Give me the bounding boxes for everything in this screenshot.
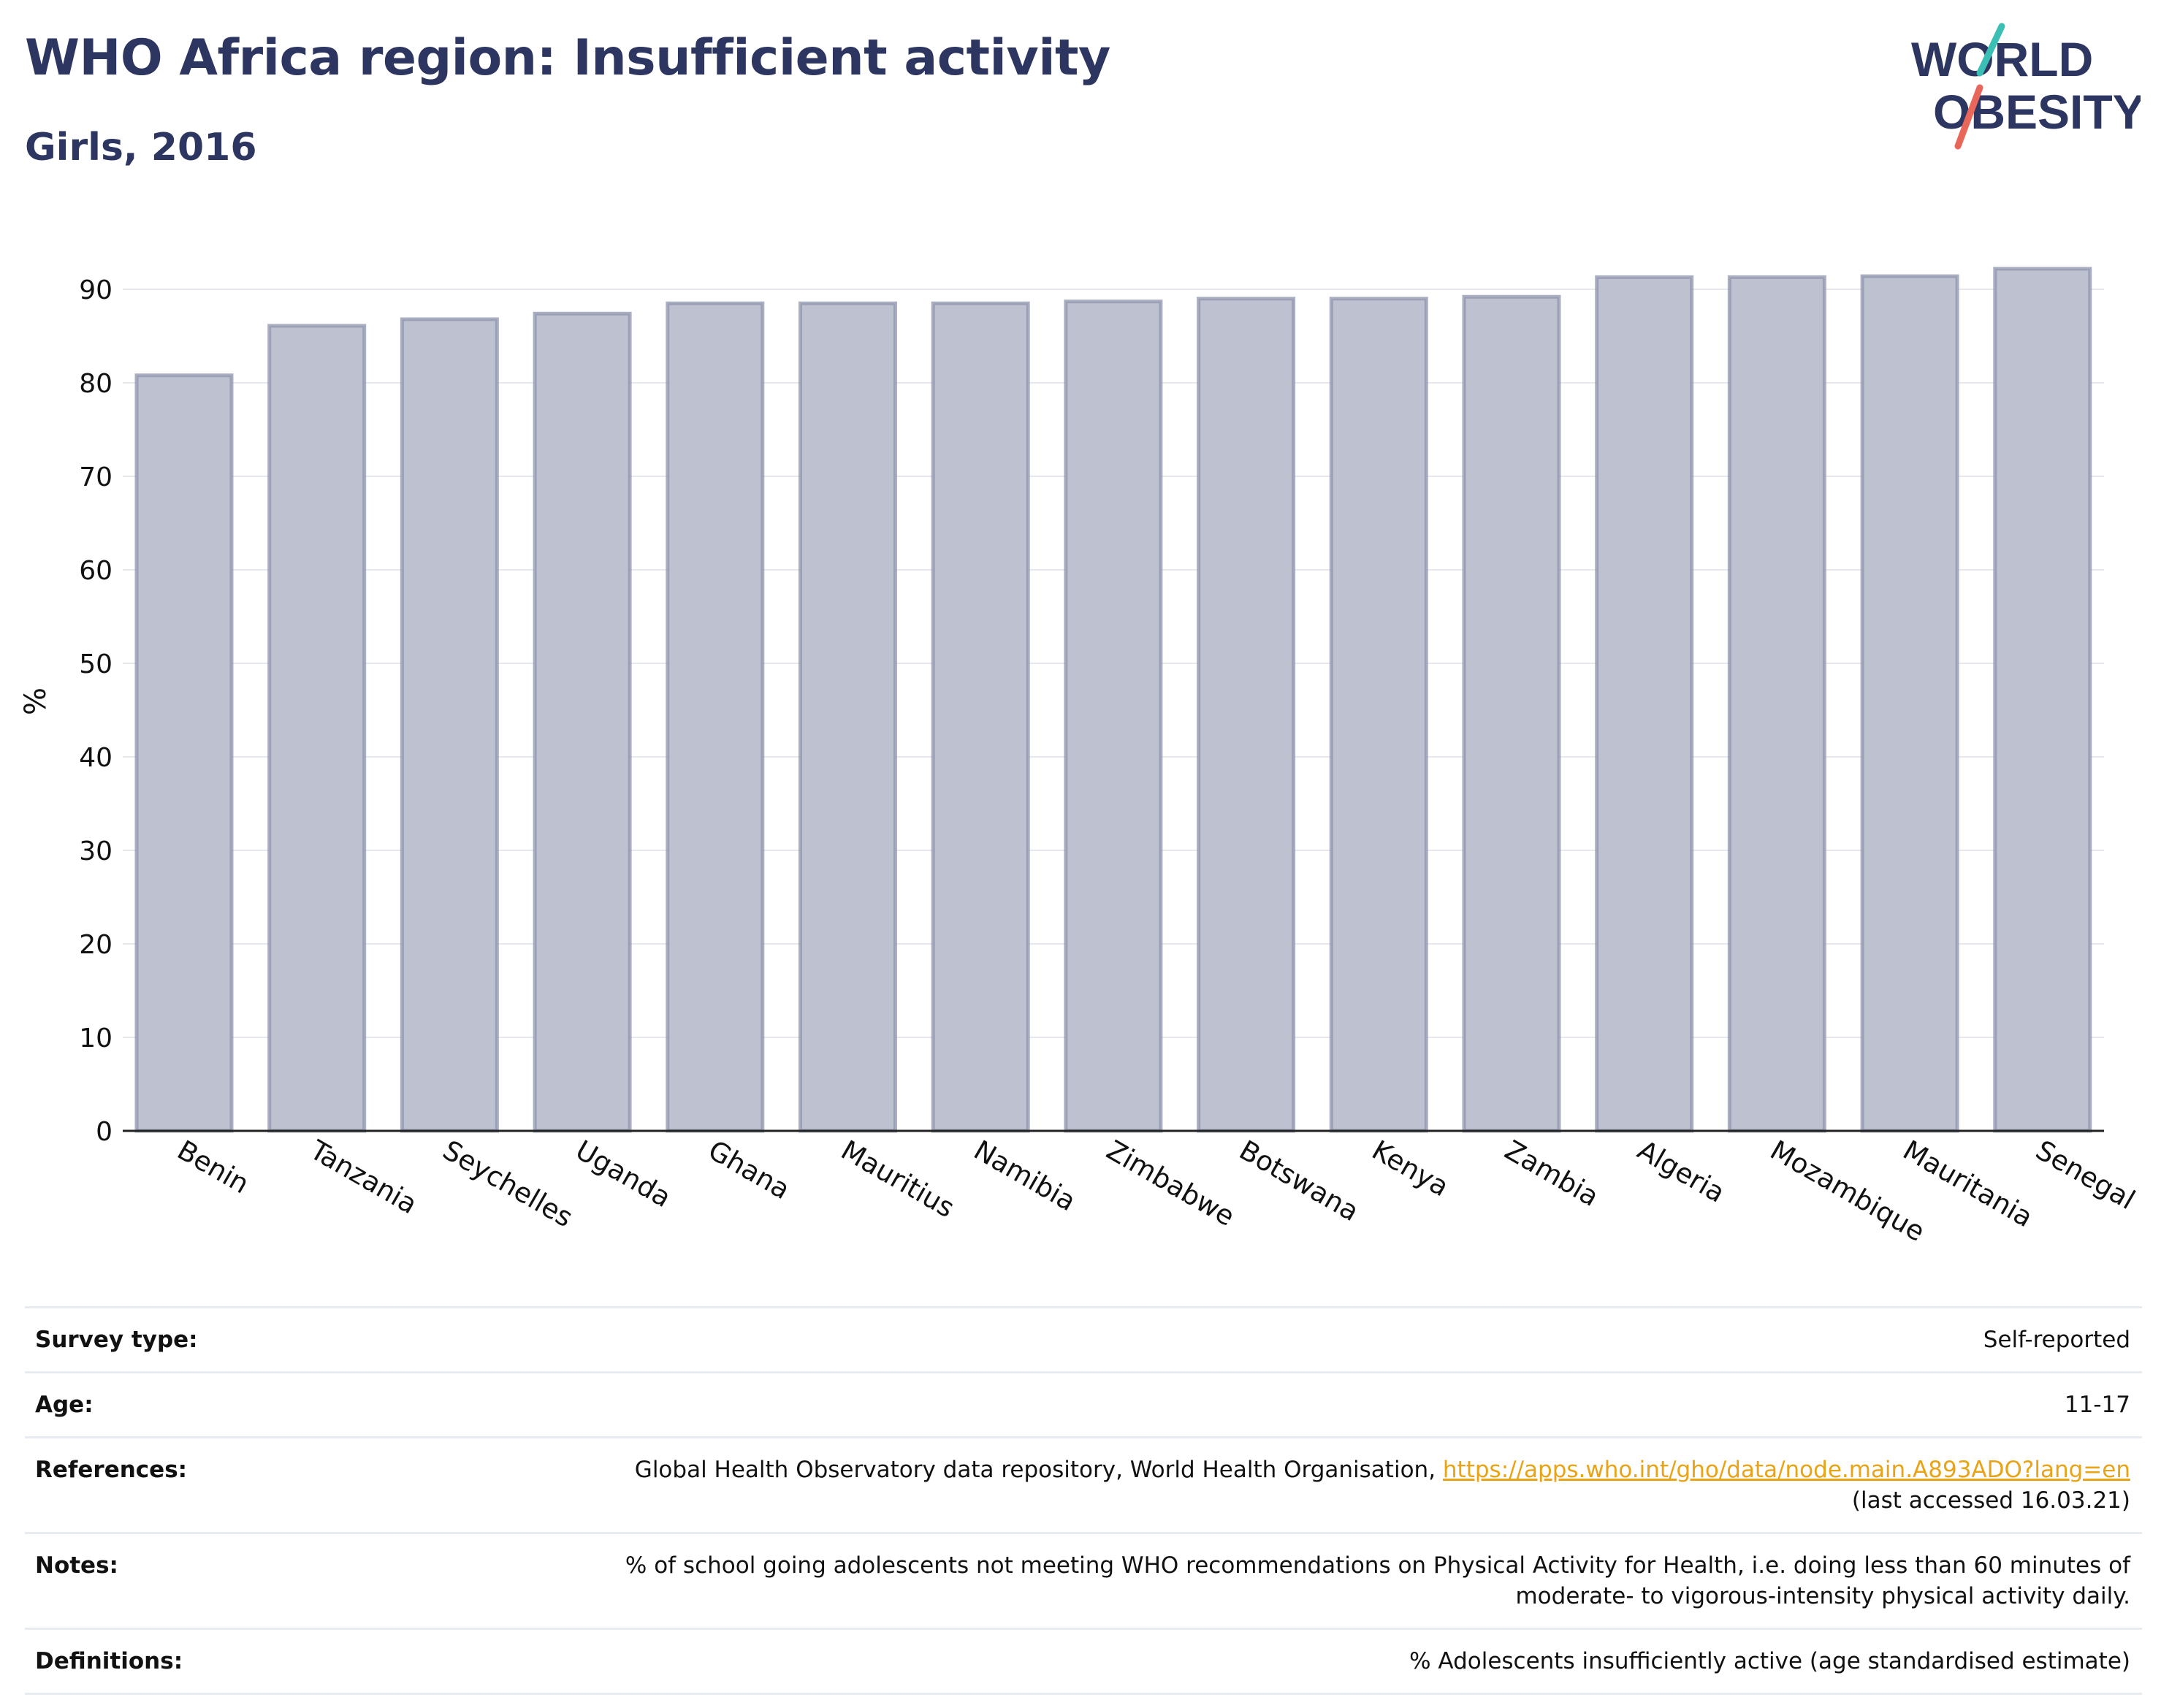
- x-tick-label: Senegal: [2030, 1135, 2140, 1216]
- metadata-table: Survey type: Self-reported Age: 11-17 Re…: [25, 1306, 2142, 1695]
- x-tick-label: Seychelles: [438, 1135, 578, 1234]
- meta-row-age: Age: 11-17: [25, 1371, 2142, 1436]
- bar-uganda: [533, 311, 632, 1133]
- meta-value-notes: % of school going adolescents not meetin…: [625, 1552, 2130, 1609]
- y-axis-title: %: [19, 687, 53, 715]
- meta-label-references: References:: [35, 1457, 188, 1483]
- bar-zimbabwe: [1064, 300, 1163, 1133]
- y-tick-label: 80: [79, 369, 113, 399]
- y-tick-label: 40: [79, 743, 113, 773]
- reference-link[interactable]: https://apps.who.int/gho/data/node.main.…: [1442, 1457, 2130, 1483]
- bars: [134, 267, 2092, 1133]
- x-tick-label: Zimbabwe: [1101, 1135, 1240, 1232]
- meta-value-age: 11-17: [2064, 1392, 2130, 1418]
- y-tick-label: 30: [79, 836, 113, 866]
- reference-accessed: (last accessed 16.03.21): [1851, 1487, 2130, 1514]
- bar-kenya: [1329, 297, 1428, 1133]
- y-tick-label: 60: [79, 556, 113, 586]
- x-tick-label: Tanzania: [304, 1134, 422, 1220]
- logo-coral-slash: [1954, 84, 1983, 150]
- y-tick-label: 20: [79, 930, 113, 960]
- bar-algeria: [1595, 275, 1694, 1133]
- bar-benin: [134, 373, 234, 1133]
- x-tick-label: Mauritius: [836, 1135, 960, 1224]
- meta-value-definitions: % Adolescents insufficiently active (age…: [1409, 1648, 2130, 1674]
- x-tick-label: Botswana: [1234, 1135, 1364, 1228]
- bar-botswana: [1197, 297, 1296, 1133]
- y-tick-label: 10: [79, 1023, 113, 1053]
- logo-teal-slash: [1976, 23, 2005, 77]
- bar-chart: 0 10 20 30 40 50 60 70 80 90 Benin Tanzania Seychel…: [19, 267, 2141, 1248]
- bar-mozambique: [1727, 275, 1826, 1133]
- bar-mauritius: [799, 301, 897, 1133]
- x-tick-label: Kenya: [1367, 1135, 1455, 1203]
- meta-label-age: Age:: [35, 1392, 94, 1418]
- world-obesity-logo: WORLD OBESITY: [1911, 23, 2141, 150]
- y-tick-label: 90: [79, 275, 113, 305]
- x-tick-label: Ghana: [703, 1135, 795, 1206]
- x-tick-label: Benin: [172, 1135, 255, 1200]
- meta-row-references: References: Global Health Observatory da…: [25, 1436, 2142, 1532]
- x-tick-label: Zambia: [1500, 1135, 1604, 1213]
- meta-row-definitions: Definitions: % Adolescents insufficientl…: [25, 1628, 2142, 1695]
- chart-subtitle: Girls, 2016: [25, 126, 257, 169]
- chart-title: WHO Africa region: Insufficient activity: [25, 29, 1110, 87]
- y-tick-label: 50: [79, 649, 113, 679]
- bar-senegal: [1993, 267, 2092, 1133]
- y-tick-labels: 0 10 20 30 40 50 60 70 80 90: [79, 275, 113, 1147]
- bar-zambia: [1462, 294, 1561, 1133]
- reference-text: Global Health Observatory data repositor…: [634, 1457, 1443, 1483]
- x-tick-label: Namibia: [969, 1135, 1081, 1218]
- bar-mauritania: [1860, 274, 1959, 1133]
- y-tick-label: 70: [79, 462, 113, 492]
- x-tick-label: Algeria: [1632, 1135, 1730, 1209]
- meta-row-notes: Notes: % of school going adolescents not…: [25, 1532, 2142, 1628]
- logo-line1: WORLD: [1911, 32, 2093, 86]
- bar-ghana: [666, 301, 765, 1133]
- meta-label-notes: Notes:: [35, 1552, 118, 1579]
- meta-label-survey-type: Survey type:: [35, 1327, 198, 1353]
- meta-value-survey-type: Self-reported: [1983, 1327, 2130, 1353]
- meta-value-references: Global Health Observatory data repositor…: [635, 1455, 2130, 1516]
- meta-label-definitions: Definitions:: [35, 1648, 183, 1674]
- y-tick-label: 0: [96, 1117, 113, 1147]
- bar-namibia: [931, 301, 1030, 1133]
- bar-tanzania: [267, 324, 367, 1133]
- x-tick-label: Uganda: [571, 1135, 676, 1214]
- meta-row-survey-type: Survey type: Self-reported: [25, 1306, 2142, 1371]
- bar-seychelles: [400, 317, 499, 1133]
